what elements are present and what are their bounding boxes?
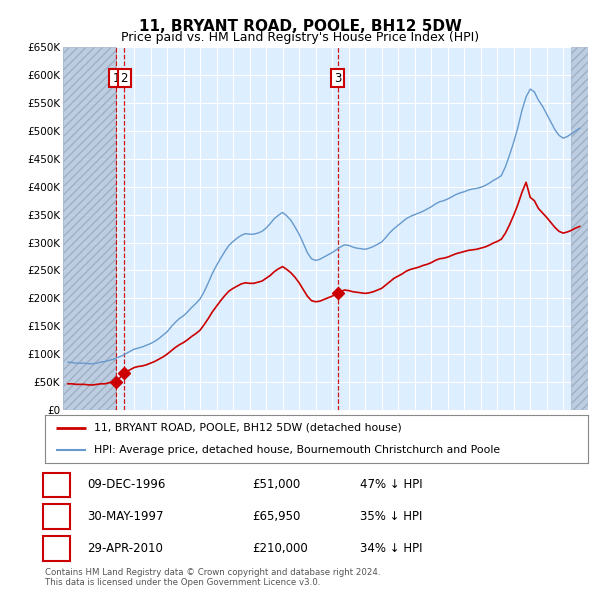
Text: £65,950: £65,950 [252, 510, 301, 523]
Bar [571, 47, 588, 410]
Text: 35% ↓ HPI: 35% ↓ HPI [360, 510, 422, 523]
Text: £51,000: £51,000 [252, 478, 300, 491]
Text: 1: 1 [112, 71, 120, 84]
Text: 2: 2 [121, 71, 128, 84]
Text: 30-MAY-1997: 30-MAY-1997 [87, 510, 163, 523]
Text: 47% ↓ HPI: 47% ↓ HPI [360, 478, 422, 491]
Text: 09-DEC-1996: 09-DEC-1996 [87, 478, 166, 491]
Text: £210,000: £210,000 [252, 542, 308, 555]
Text: 3: 3 [334, 71, 341, 84]
Text: 11, BRYANT ROAD, POOLE, BH12 5DW: 11, BRYANT ROAD, POOLE, BH12 5DW [139, 19, 461, 34]
Text: 34% ↓ HPI: 34% ↓ HPI [360, 542, 422, 555]
Text: 2: 2 [52, 510, 61, 523]
Text: Contains HM Land Registry data © Crown copyright and database right 2024.
This d: Contains HM Land Registry data © Crown c… [45, 568, 380, 587]
Text: 29-APR-2010: 29-APR-2010 [87, 542, 163, 555]
Text: Price paid vs. HM Land Registry's House Price Index (HPI): Price paid vs. HM Land Registry's House … [121, 31, 479, 44]
Text: 3: 3 [52, 542, 61, 555]
Text: 1: 1 [52, 478, 61, 491]
Text: 11, BRYANT ROAD, POOLE, BH12 5DW (detached house): 11, BRYANT ROAD, POOLE, BH12 5DW (detach… [94, 423, 401, 433]
Text: HPI: Average price, detached house, Bournemouth Christchurch and Poole: HPI: Average price, detached house, Bour… [94, 445, 500, 455]
Bar [63, 47, 116, 410]
